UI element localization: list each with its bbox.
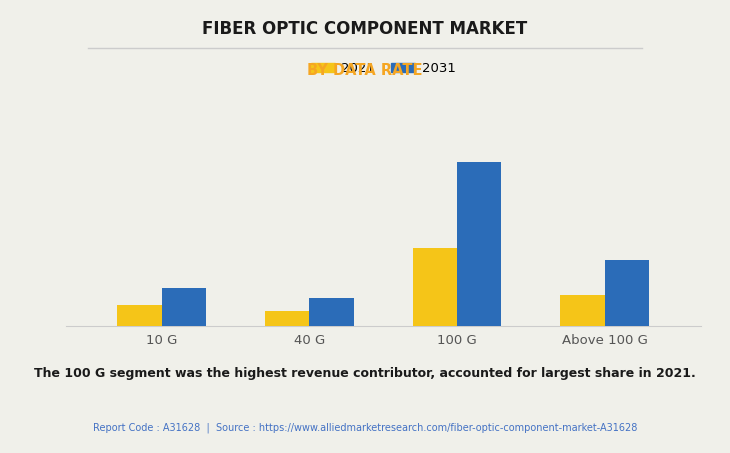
Bar xyxy=(310,299,354,326)
Bar xyxy=(265,311,310,326)
Bar xyxy=(457,162,502,326)
Text: BY DATA RATE: BY DATA RATE xyxy=(307,63,423,78)
Text: Report Code : A31628  |  Source : https://www.alliedmarketresearch.com/fiber-opt: Report Code : A31628 | Source : https://… xyxy=(93,423,637,434)
Bar xyxy=(118,305,162,326)
Text: The 100 G segment was the highest revenue contributor, accounted for largest sha: The 100 G segment was the highest revenu… xyxy=(34,367,696,380)
Bar xyxy=(162,288,206,326)
Bar xyxy=(604,260,649,326)
Bar xyxy=(412,248,457,326)
Bar xyxy=(561,295,604,326)
Text: FIBER OPTIC COMPONENT MARKET: FIBER OPTIC COMPONENT MARKET xyxy=(202,20,528,39)
Legend: 2021, 2031: 2021, 2031 xyxy=(306,57,461,81)
